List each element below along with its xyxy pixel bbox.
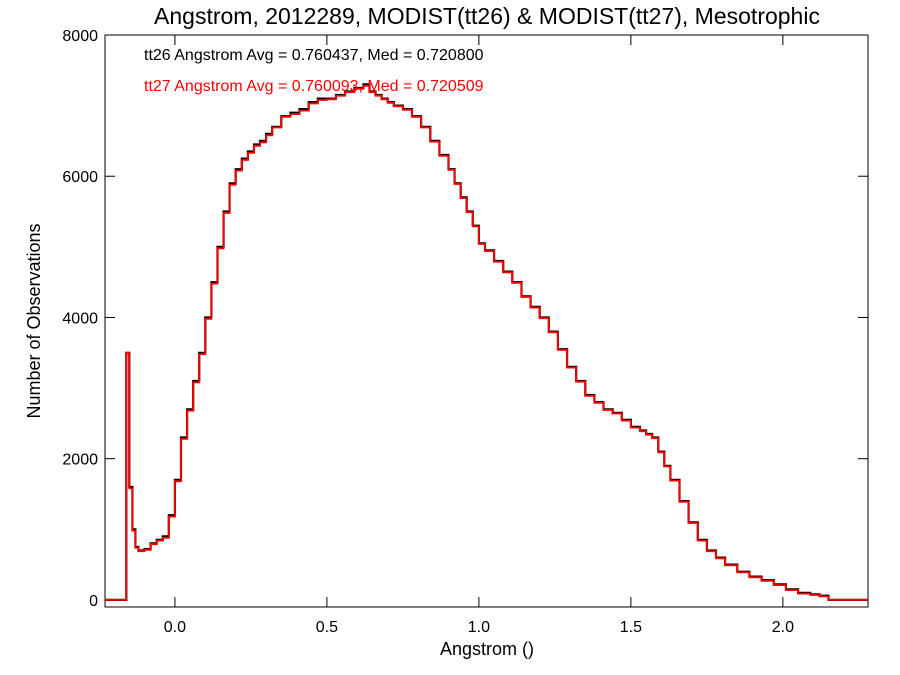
y-tick-label: 6000 <box>62 169 98 186</box>
x-tick-label: 0.0 <box>164 619 186 636</box>
y-tick-label: 2000 <box>62 452 98 469</box>
tt27-series-line <box>105 84 868 601</box>
x-axis: 0.0 0.5 1.0 1.5 2.0 <box>164 35 794 636</box>
y-tick-label: 8000 <box>62 28 98 45</box>
y-tick-label: 4000 <box>62 310 98 327</box>
plot-frame <box>104 34 869 608</box>
chart-title: Angstrom, 2012289, MODIST(tt26) & MODIST… <box>154 3 820 29</box>
x-axis-label: Angstrom () <box>440 639 534 659</box>
x-tick-label: 1.0 <box>468 619 490 636</box>
x-tick-label: 1.5 <box>620 619 642 636</box>
tt26-annotation: tt26 Angstrom Avg = 0.760437, Med = 0.72… <box>144 47 484 64</box>
y-axis-label: Number of Observations <box>24 223 44 418</box>
tt27-annotation: tt27 Angstrom Avg = 0.760093, Med = 0.72… <box>144 78 484 95</box>
x-tick-label: 0.5 <box>316 619 338 636</box>
tt26-series-line <box>105 83 868 601</box>
x-tick-label: 2.0 <box>772 619 794 636</box>
y-axis: 0 2000 4000 6000 8000 <box>62 28 868 610</box>
y-tick-label: 0 <box>89 593 98 610</box>
series-layer <box>105 83 868 601</box>
